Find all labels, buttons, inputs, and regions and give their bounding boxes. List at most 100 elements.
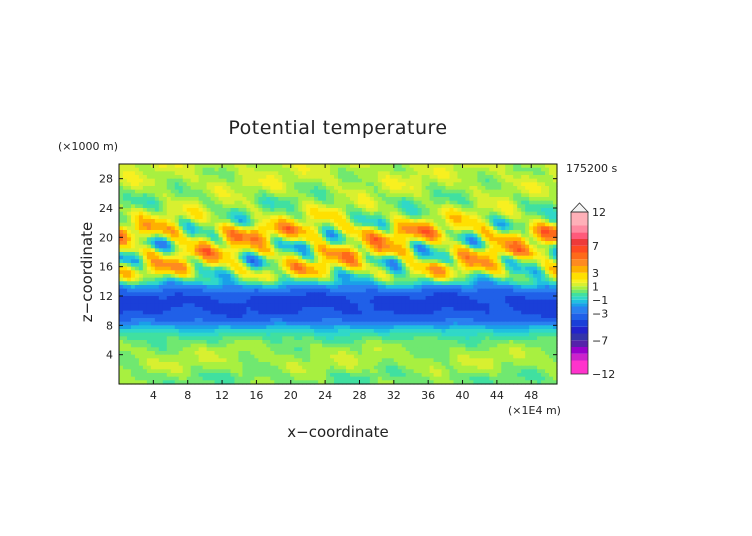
heatmap-cell [433,230,439,235]
heatmap-cell [286,303,291,308]
heatmap-cell [505,263,510,268]
heatmap-cell [338,182,343,187]
heatmap-cell [485,200,490,205]
heatmap-cell [437,299,443,304]
heatmap-cell [250,281,255,286]
heatmap-cell [202,248,208,253]
heatmap-cell [429,208,435,213]
heatmap-cell [433,310,439,315]
heatmap-cell [330,182,335,187]
heatmap-cell [270,248,275,253]
heatmap-cell [425,182,431,187]
heatmap-cell [381,263,387,268]
heatmap-cell [465,197,470,202]
heatmap-cell [242,164,248,169]
heatmap-cell [469,197,474,202]
heatmap-cell [489,237,494,242]
heatmap-cell [322,208,327,213]
heatmap-cell [194,277,200,282]
heatmap-cell [222,285,228,290]
heatmap-cell [182,164,188,169]
heatmap-cell [509,215,514,220]
heatmap-cell [365,255,371,260]
heatmap-cell [385,244,391,249]
heatmap-cell [174,222,180,227]
heatmap-cell [349,208,355,213]
heatmap-cell [529,266,534,271]
heatmap-cell [481,222,486,227]
heatmap-cell [254,230,259,235]
heatmap-cell [202,186,208,191]
heatmap-cell [357,219,363,224]
heatmap-cell [529,219,534,224]
heatmap-cell [326,186,331,191]
heatmap-cell [501,197,506,202]
heatmap-cell [553,314,558,319]
heatmap-cell [445,299,451,304]
heatmap-cell [338,266,343,271]
heatmap-cell [258,175,263,180]
heatmap-cell [533,222,538,227]
heatmap-cell [469,263,474,268]
heatmap-cell [541,167,546,172]
heatmap-cell [389,296,395,301]
heatmap-cell [461,281,467,286]
heatmap-cell [134,259,140,264]
heatmap-cell [553,219,558,224]
heatmap-cell [138,211,144,216]
heatmap-cell [513,197,518,202]
heatmap-cell [485,299,490,304]
heatmap-cell [521,197,526,202]
heatmap-cell [497,285,502,290]
heatmap-cell [334,193,339,198]
heatmap-cell [537,314,542,319]
heatmap-cell [473,310,478,315]
heatmap-cell [210,281,216,286]
heatmap-cell [122,200,128,205]
heatmap-cell [170,266,176,271]
heatmap-cell [166,274,172,279]
heatmap-cell [349,296,355,301]
heatmap-cell [122,182,128,187]
heatmap-cell [529,259,534,264]
heatmap-cell [298,222,303,227]
heatmap-cell [330,248,335,253]
heatmap-cell [138,241,144,246]
heatmap-cell [250,167,255,172]
heatmap-cell [541,277,546,282]
heatmap-cell [306,233,311,238]
heatmap-cell [549,277,554,282]
heatmap-cell [322,274,327,279]
heatmap-cell [469,292,474,297]
heatmap-cell [250,244,255,249]
heatmap-cell [146,211,152,216]
heatmap-cell [473,244,478,249]
heatmap-cell [226,233,232,238]
heatmap-cell [150,193,156,198]
heatmap-cell [190,296,196,301]
heatmap-cell [158,318,164,323]
heatmap-cell [525,189,530,194]
heatmap-cell [214,175,220,180]
heatmap-cell [278,226,283,231]
heatmap-cell [122,329,128,334]
heatmap-cell [425,270,431,275]
heatmap-cell [389,233,395,238]
heatmap-cell [405,197,411,202]
heatmap-cell [505,277,510,282]
heatmap-cell [246,186,251,191]
heatmap-cell [178,252,184,257]
heatmap-cell [266,303,271,308]
heatmap-cell [210,189,216,194]
heatmap-cell [306,292,311,297]
heatmap-cell [154,226,160,231]
heatmap-cell [278,259,283,264]
heatmap-cell [330,296,335,301]
heatmap-cell [473,266,478,271]
heatmap-cell [469,186,474,191]
heatmap-cell [541,189,546,194]
heatmap-cell [314,226,319,231]
heatmap-cell [182,329,188,334]
heatmap-cell [134,208,140,213]
heatmap-cell [433,200,439,205]
